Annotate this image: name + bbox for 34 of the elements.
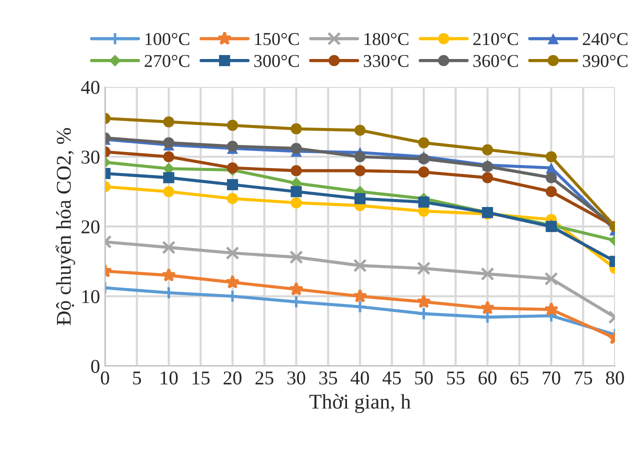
y-tick-label: 20: [82, 220, 100, 234]
x-tick-label: 80: [606, 371, 624, 385]
x-tick-label: 25: [256, 371, 274, 385]
y-tick-label: 30: [82, 150, 100, 164]
x-tick-label: 20: [224, 371, 242, 385]
legend-label: 360°C: [473, 54, 518, 68]
x-tick-label: 75: [574, 372, 592, 385]
legend-label: 240°C: [582, 32, 628, 46]
x-tick-label: 40: [350, 371, 369, 385]
x-tick-label: 30: [287, 371, 306, 385]
y-axis-title: Độ chuyển hóa CO2, %: [56, 128, 76, 326]
y-tick-label: 40: [81, 80, 100, 94]
x-tick-label: 50: [415, 371, 433, 385]
legend-label: 390°C: [582, 54, 628, 68]
x-tick-label: 60: [478, 371, 496, 385]
x-tick-label: 5: [133, 372, 141, 385]
x-axis-title: Thời gian, h: [309, 394, 411, 414]
legend-label: 270°C: [144, 54, 190, 68]
x-tick-label: 70: [542, 371, 560, 385]
x-tick-label: 0: [100, 371, 110, 385]
legend-label: 180°C: [364, 32, 408, 46]
legend-label: 100°C: [146, 32, 190, 46]
x-tick-label: 65: [510, 371, 528, 385]
legend-label: 300°C: [254, 54, 299, 68]
x-tick-label: 10: [160, 371, 178, 385]
legend-label: 330°C: [364, 54, 408, 68]
y-tick-label: 10: [82, 290, 100, 304]
x-tick-label: 45: [382, 372, 401, 385]
x-tick-label: 35: [319, 371, 338, 385]
x-tick-label: 55: [447, 372, 465, 385]
legend-label: 150°C: [255, 32, 299, 46]
y-tick-label: 0: [91, 360, 100, 373]
x-tick-label: 15: [192, 372, 210, 385]
legend-label: 210°C: [473, 32, 518, 46]
